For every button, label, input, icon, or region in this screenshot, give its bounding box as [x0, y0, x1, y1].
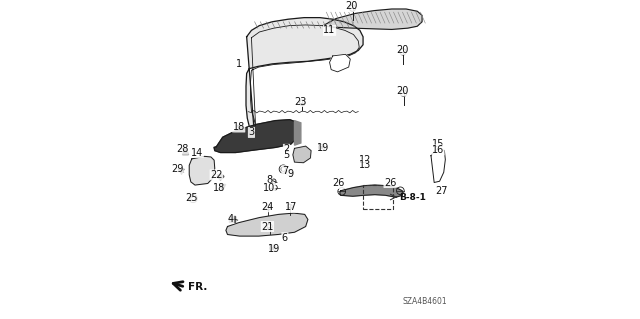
Text: 13: 13 [358, 160, 371, 170]
Text: FR.: FR. [188, 282, 207, 292]
Text: 26: 26 [384, 177, 396, 188]
Text: 20: 20 [346, 2, 358, 11]
Polygon shape [294, 121, 301, 145]
Text: SZA4B4601: SZA4B4601 [403, 297, 447, 306]
Bar [363, 185, 394, 209]
Text: 29: 29 [171, 164, 183, 174]
Text: 18: 18 [232, 122, 245, 132]
Text: 1: 1 [236, 59, 242, 69]
Text: 27: 27 [436, 186, 448, 196]
Text: 20: 20 [397, 86, 409, 96]
Text: 16: 16 [432, 145, 444, 155]
Text: 25: 25 [186, 193, 198, 204]
Text: 5: 5 [284, 150, 290, 160]
Text: 28: 28 [176, 144, 188, 154]
Text: B-8-1: B-8-1 [399, 192, 426, 202]
Text: 7: 7 [282, 166, 288, 176]
Text: 20: 20 [397, 45, 409, 55]
Text: 6: 6 [282, 233, 288, 243]
Text: 23: 23 [294, 97, 307, 107]
Text: 24: 24 [261, 202, 273, 212]
Polygon shape [226, 213, 308, 236]
Text: 15: 15 [432, 139, 444, 149]
Polygon shape [293, 146, 311, 163]
Text: 26: 26 [332, 178, 345, 189]
Text: 8: 8 [266, 175, 272, 185]
Text: 10: 10 [263, 183, 275, 193]
Text: 19: 19 [268, 244, 280, 254]
Text: 14: 14 [191, 147, 204, 158]
Text: 21: 21 [261, 221, 273, 232]
Text: 19: 19 [317, 143, 330, 153]
Text: 11: 11 [323, 26, 336, 35]
Text: 4: 4 [228, 213, 234, 224]
Text: 12: 12 [358, 154, 371, 165]
Polygon shape [246, 18, 363, 137]
Polygon shape [214, 120, 300, 152]
Polygon shape [340, 185, 403, 197]
Text: 22: 22 [210, 170, 223, 180]
Polygon shape [330, 54, 350, 72]
Polygon shape [189, 156, 215, 185]
Text: 3: 3 [248, 127, 255, 137]
Circle shape [320, 146, 323, 149]
Text: 2: 2 [284, 144, 290, 154]
Text: 18: 18 [213, 182, 226, 193]
Polygon shape [323, 9, 422, 29]
Text: 9: 9 [287, 169, 294, 179]
Circle shape [271, 247, 274, 249]
Text: 17: 17 [284, 202, 297, 212]
